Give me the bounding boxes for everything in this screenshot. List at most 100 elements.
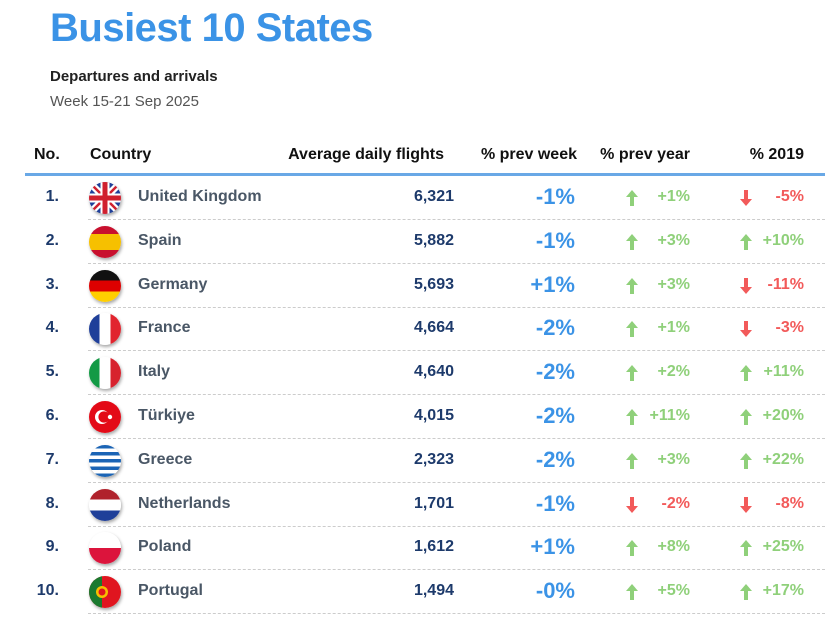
flag-icon-tr	[89, 401, 121, 433]
prev-year-change: +5%	[657, 582, 690, 600]
avg-daily-flights: 5,693	[413, 275, 454, 293]
avg-daily-flights: 2,323	[413, 450, 454, 468]
row-divider	[88, 394, 825, 396]
country-name: Germany	[138, 275, 208, 293]
subtitle: Departures and arrivals	[50, 68, 218, 85]
arrow-down-icon	[740, 321, 752, 338]
country-name: Portugal	[138, 582, 203, 600]
prev-week-change: -1%	[535, 184, 575, 209]
arrow-up-icon	[740, 452, 752, 469]
country-name: France	[138, 319, 191, 337]
arrow-up-icon	[626, 321, 638, 338]
vs-2019-change: +11%	[763, 363, 804, 381]
prev-week-change: -0%	[535, 578, 575, 604]
arrow-up-icon	[740, 365, 752, 382]
avg-daily-flights: 4,640	[413, 363, 454, 381]
flag-icon-pl	[89, 532, 121, 565]
rank: 2.	[45, 231, 59, 249]
prev-week-change: -2%	[535, 359, 575, 385]
prev-week-change: -1%	[535, 490, 575, 516]
prev-week-change: +1%	[530, 271, 575, 297]
arrow-down-icon	[740, 496, 752, 513]
rank: 7.	[45, 450, 59, 468]
rank: 3.	[45, 275, 59, 293]
table-row: 4. France 4,664 -2% +1% -3%	[0, 307, 840, 352]
table-row: 8. Netherlands 1,701 -1% -2% -8%	[0, 483, 840, 527]
rank: 10.	[36, 582, 59, 600]
table-row: 5. Italy 4,640 -2% +2% +11%	[0, 351, 840, 396]
header-divider	[25, 173, 825, 176]
row-divider	[88, 262, 825, 264]
avg-daily-flights: 5,882	[413, 231, 454, 249]
arrow-up-icon	[740, 233, 752, 250]
avg-daily-flights: 1,494	[413, 582, 454, 600]
vs-2019-change: -3%	[775, 319, 804, 337]
flag-icon-es	[89, 225, 121, 258]
row-divider	[88, 350, 825, 352]
rank: 8.	[45, 494, 59, 512]
arrow-up-icon	[626, 409, 638, 425]
country-name: Poland	[138, 538, 192, 556]
table-row: 2. Spain 5,882 -1% +3% +10%	[0, 220, 840, 264]
flag-icon-fr	[89, 313, 121, 346]
header-2019: % 2019	[749, 146, 804, 163]
row-divider	[88, 613, 825, 615]
arrow-up-icon	[740, 584, 752, 601]
flag-icon-nl	[89, 488, 121, 521]
prev-year-change: +2%	[657, 363, 690, 381]
vs-2019-change: +25%	[762, 538, 804, 556]
table-row: 9. Poland 1,612 +1% +8% +25%	[0, 526, 840, 571]
arrow-up-icon	[626, 365, 638, 382]
vs-2019-change: +20%	[762, 407, 804, 424]
flag-icon-gr	[89, 444, 121, 477]
header-prev-week: % prev week	[480, 146, 577, 163]
page-title: Busiest 10 States	[50, 6, 373, 50]
vs-2019-change: +17%	[762, 582, 804, 600]
table-row: 6. Türkiye 4,015 -2% +11% +20%	[0, 395, 840, 439]
vs-2019-change: -8%	[775, 494, 804, 512]
arrow-up-icon	[626, 190, 638, 206]
flag-icon-de	[89, 269, 121, 302]
rank: 6.	[45, 407, 59, 424]
arrow-up-icon	[740, 540, 752, 557]
table-row: 7. Greece 2,323 -2% +3% +22%	[0, 439, 840, 483]
prev-week-change: -2%	[535, 315, 575, 341]
prev-year-change: +3%	[657, 450, 690, 468]
prev-year-change: +8%	[657, 538, 690, 556]
vs-2019-change: +22%	[762, 450, 804, 468]
prev-year-change: +3%	[657, 231, 690, 249]
arrow-up-icon	[626, 452, 638, 469]
prev-year-change: +1%	[657, 319, 690, 337]
row-divider	[88, 438, 825, 439]
country-name: Türkiye	[138, 407, 195, 424]
flag-icon-it	[89, 357, 121, 390]
week-label: Week 15-21 Sep 2025	[50, 93, 199, 110]
table-row: 1. United Kingdom 6,321 -1% +1% -5%	[0, 176, 840, 220]
country-name: Netherlands	[138, 494, 231, 512]
rank: 4.	[45, 319, 59, 337]
header-avg: Average daily flights	[288, 146, 444, 163]
country-name: Italy	[138, 363, 171, 381]
rank: 9.	[45, 538, 59, 556]
arrow-down-icon	[626, 496, 638, 513]
country-name: Greece	[138, 450, 193, 468]
prev-year-change: +11%	[649, 407, 690, 424]
prev-week-change: -1%	[535, 227, 575, 253]
row-divider	[88, 481, 825, 483]
prev-week-change: +1%	[530, 534, 575, 560]
table-row: 3. Germany 5,693 +1% +3% -11%	[0, 264, 840, 308]
arrow-up-icon	[626, 540, 638, 557]
vs-2019-change: -11%	[767, 275, 804, 293]
arrow-up-icon	[626, 233, 638, 250]
avg-daily-flights: 4,015	[413, 407, 454, 424]
avg-daily-flights: 6,321	[413, 188, 454, 205]
header-country: Country	[90, 146, 152, 163]
rank: 1.	[45, 188, 59, 205]
vs-2019-change: -5%	[775, 188, 804, 205]
arrow-up-icon	[740, 409, 752, 425]
avg-daily-flights: 4,664	[413, 319, 454, 337]
table-row: 10. Portugal 1,494 -0% +5% +17%	[0, 570, 840, 615]
arrow-up-icon	[626, 277, 638, 294]
prev-year-change: +3%	[657, 275, 690, 293]
country-name: United Kingdom	[138, 188, 262, 205]
